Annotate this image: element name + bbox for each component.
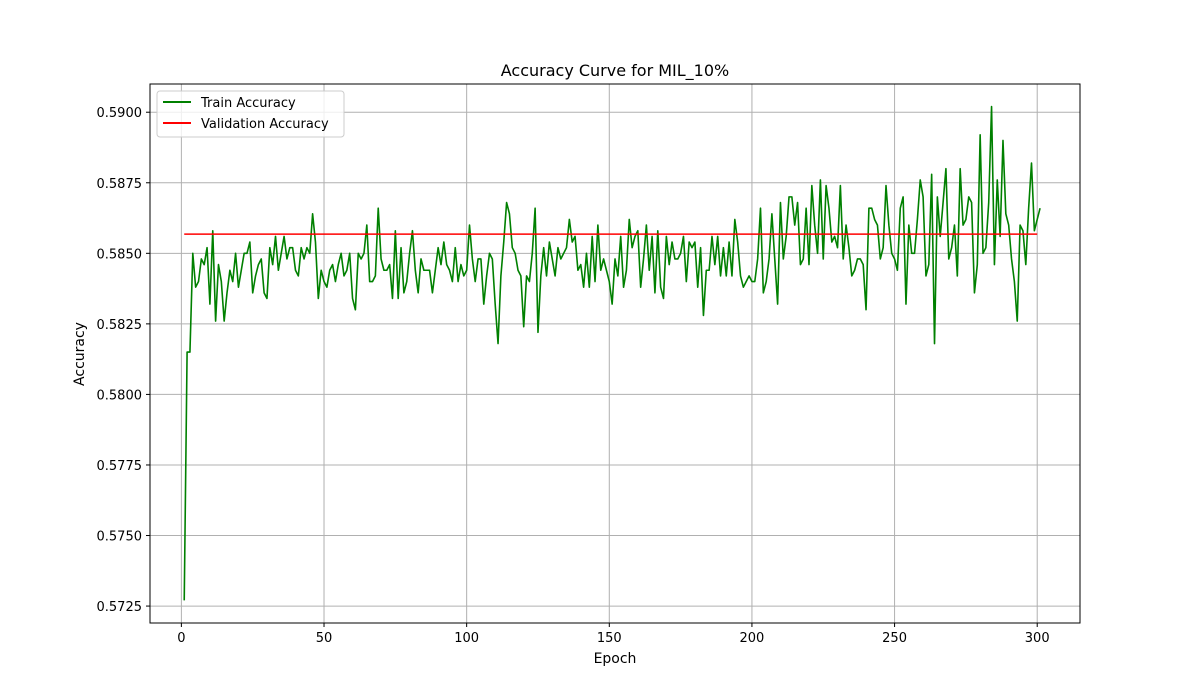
x-tick-label: 200 (740, 631, 765, 646)
legend: Train Accuracy Validation Accuracy (156, 90, 345, 138)
y-tick-label: 0.5750 (97, 530, 143, 545)
x-tick-label: 50 (316, 631, 333, 646)
y-tick-label: 0.5850 (97, 247, 143, 262)
y-tick-label: 0.5775 (97, 459, 143, 474)
legend-label-validation: Validation Accuracy (201, 117, 329, 132)
legend-box (156, 90, 345, 138)
x-axis-label: Epoch (594, 651, 637, 667)
x-tick-label: 100 (454, 631, 479, 646)
train-accuracy-line (183, 105, 1041, 601)
x-tick-label: 0 (177, 631, 185, 646)
ticks: 0 50 100 150 200 250 300 0.5725 0.5750 0.5775 0.58… (97, 106, 1050, 646)
y-axis-label: Accuracy (72, 322, 88, 386)
series-layer (183, 105, 1041, 601)
plot-frame (149, 83, 1081, 624)
y-tick-label: 0.5800 (97, 388, 143, 403)
chart-title: Accuracy Curve for MIL_10% (501, 61, 730, 81)
y-tick-label: 0.5825 (97, 318, 143, 333)
x-tick-label: 150 (597, 631, 622, 646)
y-tick-label: 0.5900 (97, 106, 143, 121)
grid (150, 84, 1080, 623)
legend-label-train: Train Accuracy (200, 96, 296, 111)
x-tick-label: 250 (882, 631, 907, 646)
y-tick-label: 0.5875 (97, 177, 143, 192)
y-tick-label: 0.5725 (97, 600, 143, 615)
x-tick-label: 300 (1025, 631, 1050, 646)
